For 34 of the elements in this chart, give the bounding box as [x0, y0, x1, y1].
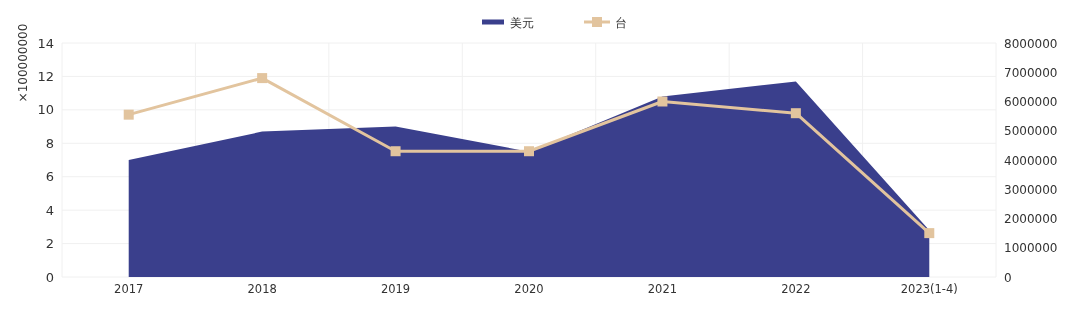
legend-label: 美元 [510, 15, 534, 30]
point [123, 109, 134, 120]
point [657, 96, 668, 107]
x-tick-label: 2022 [781, 282, 811, 296]
x-tick-label: 2020 [514, 282, 544, 296]
y2-tick-label: 0 [1004, 270, 1012, 285]
x-tick-label: 2021 [647, 282, 678, 296]
x-tick-label: 2017 [114, 282, 144, 296]
y2-tick-label: 4000000 [1004, 153, 1058, 168]
point [790, 108, 801, 119]
x-tick-label: 2023(1-4) [900, 282, 958, 296]
x-tick-label: 2018 [247, 282, 277, 296]
y2-tick-label: 1000000 [1004, 241, 1058, 256]
y-tick-label: 14 [37, 35, 54, 51]
y-tick-label: 2 [45, 236, 54, 252]
legend-label: 台 [615, 15, 627, 30]
y2-tick-label: 7000000 [1004, 65, 1058, 80]
y-tick-label: 6 [45, 169, 54, 185]
y2-tick-label: 8000000 [1004, 36, 1058, 51]
point [924, 228, 935, 239]
y2-tick-label: 6000000 [1004, 95, 1058, 109]
x-tick-label: 2019 [380, 282, 411, 296]
point [524, 146, 534, 157]
y-tick-label: 4 [45, 202, 54, 218]
point [257, 73, 268, 84]
point [390, 146, 401, 157]
y-tick-label: 12 [37, 68, 54, 84]
y-tick-label: 0 [45, 269, 54, 285]
y-axis-title: ×100000000 [16, 23, 30, 103]
y-tick-label: 10 [37, 102, 54, 118]
y2-tick-label: 3000000 [1004, 182, 1058, 197]
y-tick-label: 8 [45, 135, 54, 151]
y2-tick-label: 5000000 [1004, 124, 1058, 139]
y2-tick-label: 2000000 [1004, 212, 1058, 226]
